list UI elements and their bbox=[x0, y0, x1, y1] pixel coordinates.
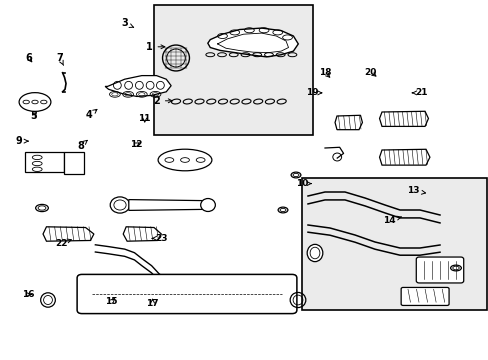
Text: 15: 15 bbox=[105, 297, 118, 306]
Ellipse shape bbox=[306, 244, 322, 262]
Ellipse shape bbox=[110, 197, 129, 213]
FancyBboxPatch shape bbox=[400, 287, 448, 305]
FancyBboxPatch shape bbox=[77, 274, 296, 314]
Polygon shape bbox=[207, 28, 298, 57]
Text: 19: 19 bbox=[305, 89, 321, 98]
Ellipse shape bbox=[200, 198, 215, 211]
Text: 22: 22 bbox=[55, 239, 71, 248]
Bar bbox=[25, 152, 64, 172]
Text: 16: 16 bbox=[22, 290, 35, 299]
Bar bbox=[154, 5, 312, 135]
FancyBboxPatch shape bbox=[415, 257, 463, 283]
Polygon shape bbox=[43, 227, 94, 241]
Text: 21: 21 bbox=[411, 89, 427, 98]
Text: 11: 11 bbox=[138, 114, 151, 122]
Text: 3: 3 bbox=[121, 18, 133, 28]
Text: 18: 18 bbox=[318, 68, 331, 77]
Text: 12: 12 bbox=[129, 140, 142, 149]
Text: 7: 7 bbox=[56, 53, 63, 66]
Text: 13: 13 bbox=[406, 186, 425, 195]
Text: 9: 9 bbox=[15, 136, 28, 146]
Ellipse shape bbox=[158, 149, 211, 171]
Text: 1: 1 bbox=[145, 42, 164, 52]
Text: 17: 17 bbox=[146, 299, 159, 307]
Text: 6: 6 bbox=[25, 53, 32, 63]
Polygon shape bbox=[379, 149, 429, 165]
Text: 23: 23 bbox=[152, 234, 167, 243]
Bar bbox=[302, 178, 486, 310]
Polygon shape bbox=[123, 227, 161, 241]
Polygon shape bbox=[105, 76, 171, 96]
Bar bbox=[64, 152, 83, 174]
Text: 4: 4 bbox=[86, 109, 97, 120]
Polygon shape bbox=[334, 115, 362, 130]
Text: 8: 8 bbox=[77, 140, 87, 151]
Polygon shape bbox=[128, 199, 207, 210]
Polygon shape bbox=[379, 111, 427, 126]
Text: 20: 20 bbox=[364, 68, 376, 77]
Text: 14: 14 bbox=[382, 216, 400, 225]
Text: 2: 2 bbox=[153, 96, 172, 106]
Text: 10: 10 bbox=[295, 179, 311, 188]
Text: 5: 5 bbox=[30, 111, 37, 121]
Ellipse shape bbox=[19, 93, 51, 111]
